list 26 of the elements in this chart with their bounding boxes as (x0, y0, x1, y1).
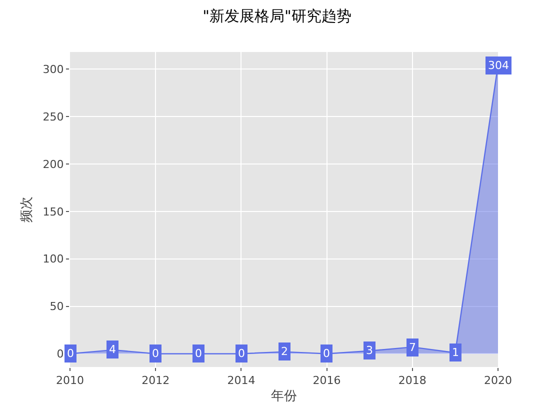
y-tick-label: 100 (42, 252, 64, 266)
data-label: 0 (323, 347, 330, 360)
x-axis-title: 年份 (271, 388, 297, 404)
data-label: 4 (109, 343, 116, 356)
y-tick-label: 150 (42, 205, 64, 218)
x-tick-label: 2020 (484, 374, 512, 388)
data-label: 0 (152, 347, 159, 360)
y-tick-label: 250 (42, 110, 64, 124)
data-label: 0 (238, 347, 245, 360)
data-label: 3 (366, 344, 373, 357)
y-tick-label: 300 (42, 62, 64, 76)
x-tick-label: 2010 (56, 374, 84, 388)
chart-title: "新发展格局"研究趋势 (202, 6, 352, 25)
y-tick-label: 50 (50, 300, 64, 314)
data-label: 0 (195, 347, 202, 360)
y-tick-label: 200 (42, 158, 64, 171)
data-label: 0 (67, 347, 74, 360)
x-tick-label: 2014 (227, 374, 256, 388)
data-label: 7 (409, 341, 416, 354)
y-tick-label: 0 (56, 348, 64, 361)
x-tick-label: 2018 (398, 374, 426, 388)
data-label: 2 (281, 345, 288, 358)
data-label: 1 (452, 346, 459, 359)
x-tick-label: 2016 (312, 374, 341, 388)
y-axis-title: 频次 (20, 196, 35, 222)
x-tick-label: 2012 (142, 374, 170, 388)
